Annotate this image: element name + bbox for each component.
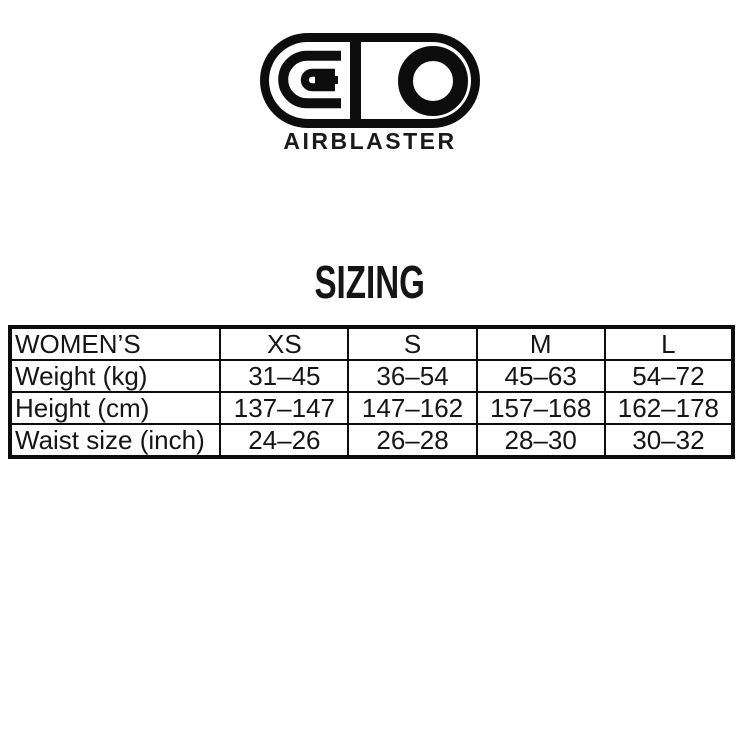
brand-name: AIRBLASTER [283,128,457,154]
table-row-weight: Weight (kg) 31–45 36–54 45–63 54–72 [8,359,735,393]
weight-l: 54–72 [603,359,735,393]
header-row: WOMEN’S XS S M L [8,326,735,361]
header-cell-l: L [603,326,735,361]
weight-s: 36–54 [347,359,478,393]
header-cell-m: M [475,326,606,361]
waist-l: 30–32 [603,423,735,458]
waist-m: 28–30 [475,423,606,458]
page-title: SIZING [0,255,740,309]
table-row-height: Height (cm) 137–147 147–162 157–168 162–… [8,391,735,425]
page-title-text: SIZING [314,256,426,308]
waist-s: 26–28 [347,423,478,458]
row-label-height: Height (cm) [8,391,222,425]
header-cell-xs: XS [219,326,350,361]
weight-m: 45–63 [475,359,606,393]
height-m: 157–168 [475,391,606,425]
sizing-table: WOMEN’S XS S M L Weight (kg) 31–45 36–54… [8,325,735,459]
height-l: 162–178 [603,391,735,425]
airblaster-pill-icon [260,33,480,128]
table-row-waist: Waist size (inch) 24–26 26–28 28–30 30–3… [8,423,735,458]
height-xs: 137–147 [219,391,350,425]
height-s: 147–162 [347,391,478,425]
sizing-table-wrapper: WOMEN’S XS S M L Weight (kg) 31–45 36–54… [8,325,735,459]
waist-xs: 24–26 [219,423,350,458]
row-label-weight: Weight (kg) [8,359,222,393]
header-cell-womens: WOMEN’S [8,326,222,361]
weight-xs: 31–45 [219,359,350,393]
header-cell-s: S [347,326,478,361]
row-label-waist: Waist size (inch) [8,423,222,458]
